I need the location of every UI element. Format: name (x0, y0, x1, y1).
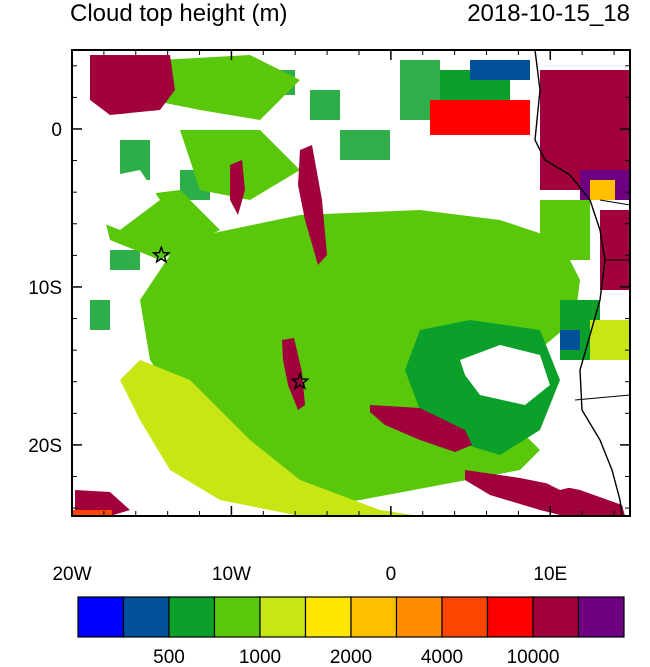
colorbar-swatch (395, 596, 443, 638)
colorbar-swatch (77, 596, 125, 638)
lon-tick-label: 0 (386, 564, 397, 585)
country-borders (574, 199, 630, 401)
lon-tick-label: 10E (533, 564, 567, 585)
map-frame (71, 49, 631, 517)
map-title: Cloud top height (m) (70, 0, 288, 27)
lat-tick-label: 20S (28, 436, 62, 457)
colorbar-swatch (168, 596, 216, 638)
station-markers (151, 245, 310, 390)
colorbar-swatch (441, 596, 489, 638)
colorbar-swatch (532, 596, 580, 638)
lat-tick-label: 10S (28, 278, 62, 299)
lon-tick-label: 20W (52, 564, 91, 585)
star-marker-icon (151, 245, 171, 264)
coastline (534, 50, 623, 516)
colorbar-label: 2000 (330, 647, 372, 667)
colorbar-swatch (259, 596, 307, 638)
colorbar-swatch (350, 596, 398, 638)
lat-tick-label: 0 (51, 120, 62, 141)
colorbar-swatch (304, 596, 352, 638)
colorbar-label: 4000 (421, 647, 463, 667)
colorbar-swatch (122, 596, 170, 638)
colorbar-label: 500 (153, 647, 185, 667)
colorbar: 500 1000 2000 4000 10000 (77, 596, 625, 667)
axis-ticks: 20W 10W 0 10E 0 10S 20S (28, 50, 630, 585)
colorbar-swatch (486, 596, 534, 638)
star-marker-icon (290, 371, 310, 390)
cloud-field-layer (72, 50, 630, 516)
map-timestamp: 2018-10-15_18 (467, 0, 630, 27)
colorbar-label: 10000 (507, 647, 560, 667)
colorbar-swatch (577, 596, 625, 638)
colorbar-label: 1000 (239, 647, 281, 667)
lon-tick-label: 10W (212, 564, 251, 585)
colorbar-swatch (213, 596, 261, 638)
